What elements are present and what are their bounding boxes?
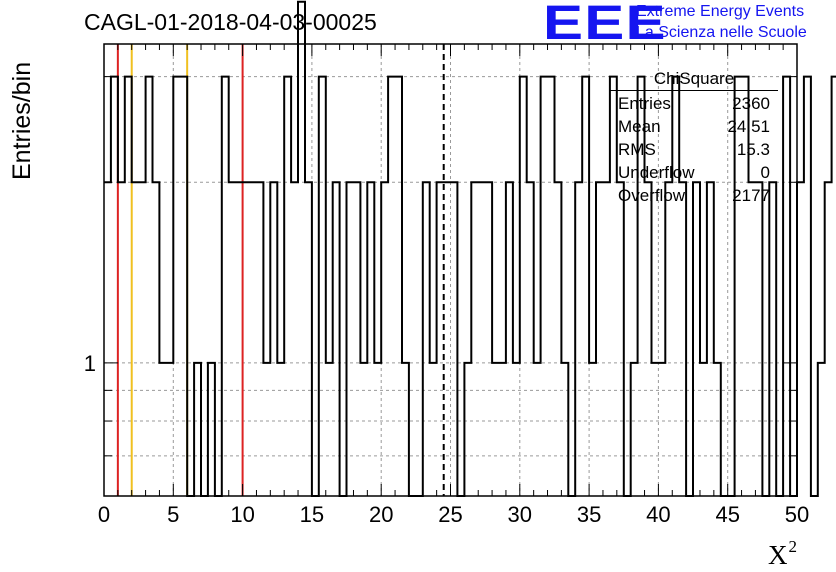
stat-row-underflow: Underflow 0 [610,161,778,184]
x-tick-label: 25 [438,502,462,527]
x-tick-label: 10 [230,502,254,527]
tick-labels: 0 5 10 15 20 25 30 35 40 45 50 1 [84,351,809,527]
stat-key: Overflow [618,186,686,205]
chart-title: CAGL-01-2018-04-03-00025 [84,9,377,35]
x-tick-label: 0 [98,502,110,527]
histogram-line [104,0,836,497]
stat-key: Underflow [618,163,695,182]
stats-title: ChiSquare [610,68,778,91]
logo-line-2: La Scienza nelle Scuole [636,24,807,41]
histogram-series [104,0,836,497]
x-tick-label: 35 [577,502,601,527]
stat-value: 24.51 [727,117,770,136]
axis-ticks [103,44,798,497]
x-tick-label: 30 [508,502,532,527]
stats-box: ChiSquare Entries 2360 Mean 24.51 RMS 15… [610,68,778,207]
stat-key: Entries [618,94,671,113]
stat-value: 0 [760,163,770,182]
stat-value: 2177 [732,186,770,205]
stat-value: 2360 [732,94,770,113]
stat-row-rms: RMS 15.3 [610,138,778,161]
reference-lines [116,44,445,496]
x-tick-label: 50 [785,502,809,527]
y-tick-label: 1 [84,351,96,376]
stat-value: 15.3 [736,140,770,159]
x-tick-label: 5 [167,502,179,527]
x-tick-label: 20 [369,502,393,527]
logo-mark: EEE [543,0,667,50]
logo-line-1: Extreme Energy Events [636,3,805,20]
x-tick-label: 15 [300,502,324,527]
stat-key: RMS [618,140,656,159]
x-tick-label: 45 [715,502,739,527]
x-axis-label: X2 [768,537,797,570]
y-axis-label: Entries/bin [8,61,36,180]
x-tick-label: 40 [646,502,670,527]
stat-row-mean: Mean 24.51 [610,115,778,138]
stat-key: Mean [618,117,661,136]
stat-row-entries: Entries 2360 [610,92,778,115]
stat-row-overflow: Overflow 2177 [610,184,778,207]
